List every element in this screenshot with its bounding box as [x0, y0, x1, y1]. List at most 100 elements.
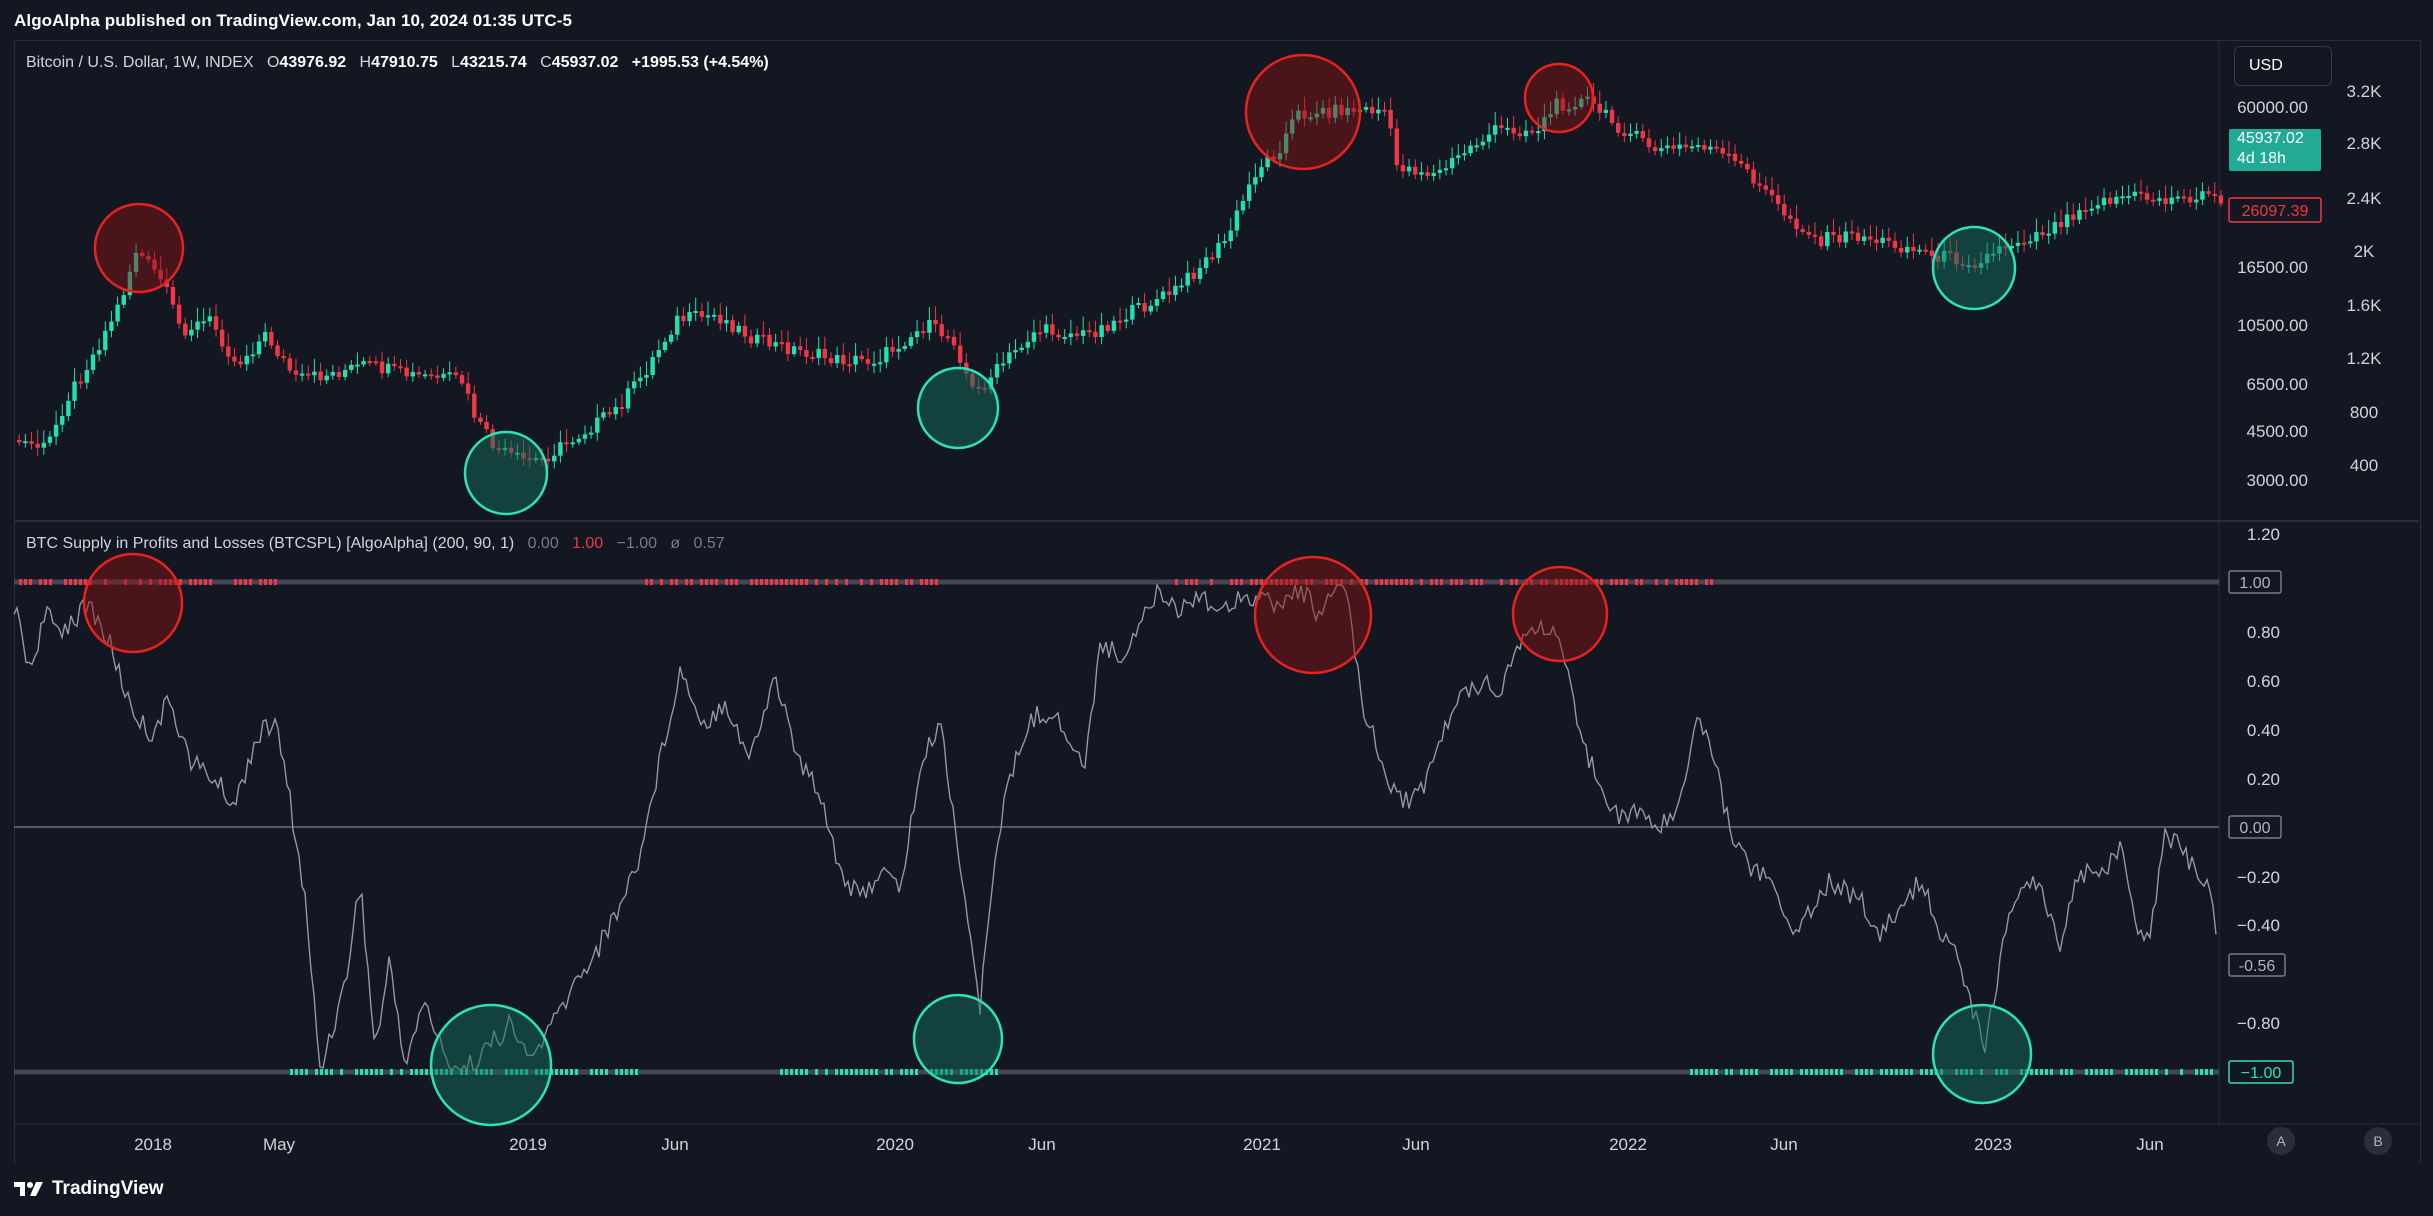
candle-body	[1339, 104, 1344, 116]
time-axis-label: Jun	[2136, 1135, 2163, 1154]
candle-body	[1283, 133, 1289, 154]
candle-body	[189, 329, 194, 336]
top-signal-dot	[1190, 579, 1193, 585]
candle-body	[2040, 232, 2045, 236]
secondary-axis: 3.2K 2.8K 2.4K 2K 1.6K 1.2K 800 400	[2347, 82, 2383, 475]
top-signal-dot	[1325, 579, 1328, 585]
currency-button[interactable]: USD	[2234, 46, 2332, 86]
candle-body	[957, 345, 963, 363]
bottom-signal-dot	[390, 1069, 393, 1075]
candle-body	[416, 371, 422, 375]
tradingview-logo[interactable]: TradingView	[14, 1178, 164, 1200]
candle-body	[1019, 347, 1024, 351]
candle-body	[804, 350, 809, 357]
bottom-signal-dot	[1775, 1069, 1778, 1075]
candle-body	[1419, 172, 1424, 175]
top-signal-dot	[204, 579, 207, 585]
secondary-axis-label: 1.2K	[2347, 349, 2383, 368]
candle-body	[1382, 109, 1387, 112]
candle-body	[724, 320, 729, 324]
top-signal-dot	[1620, 579, 1623, 585]
candle-body	[1154, 299, 1160, 306]
log-scale-label: B	[2373, 1133, 2383, 1149]
top-signal-dot	[189, 579, 192, 585]
candle-body	[914, 331, 920, 338]
top-signal-dot	[1545, 579, 1548, 585]
candle-body	[1609, 109, 1615, 123]
candle-body	[78, 381, 83, 384]
bottom-signal-dot	[410, 1069, 413, 1075]
top-signal-dot	[179, 579, 182, 585]
candle-body	[1474, 145, 1479, 148]
bottom-signal-dot	[900, 1069, 903, 1075]
log-scale-button[interactable]: B	[2364, 1127, 2392, 1155]
candle-body	[896, 348, 901, 352]
top-signal-dot	[1395, 579, 1398, 585]
candle-body	[484, 421, 489, 430]
candle-body	[994, 364, 1000, 378]
ohlc-low-label: L	[451, 54, 461, 71]
candle-body	[152, 259, 157, 270]
candle-body	[429, 374, 434, 377]
bottom-signal-dot	[815, 1069, 818, 1075]
candle-body	[1874, 239, 1879, 243]
bottom-signal-dot	[325, 1069, 328, 1075]
top-signal-dot	[169, 579, 172, 585]
top-signal-dot	[89, 579, 92, 585]
candle-body	[183, 323, 188, 336]
top-signal-dot	[1570, 579, 1573, 585]
top-signal-dot	[274, 579, 277, 585]
bottom-signal-dot	[2110, 1069, 2113, 1075]
bottom-signal-dot	[370, 1069, 373, 1075]
price-axis-label: 16500.00	[2237, 258, 2308, 277]
candle-body	[250, 354, 256, 357]
top-signal-dot	[264, 579, 267, 585]
time-axis-label: May	[263, 1135, 296, 1154]
candle-body	[1050, 324, 1055, 335]
candle-body	[1714, 146, 1719, 149]
bottom-signal-dot	[890, 1069, 893, 1075]
prev-price-label: 26097.39	[2242, 203, 2309, 220]
top-signal-dot	[1610, 579, 1613, 585]
candle-body	[1775, 195, 1781, 205]
osc-axis-label: 0.40	[2247, 721, 2280, 740]
candle-body	[330, 372, 336, 376]
candle-body	[404, 367, 409, 377]
candle-body	[853, 355, 858, 365]
candle-body	[927, 319, 932, 333]
candle-body	[945, 336, 951, 339]
candle-body	[109, 321, 114, 331]
candle-body	[1511, 127, 1516, 134]
candle-body	[1622, 132, 1627, 136]
auto-scale-button[interactable]: A	[2267, 1127, 2295, 1155]
candle-body	[1130, 304, 1135, 320]
candle-body	[2114, 196, 2119, 204]
top-signal-dot	[890, 579, 893, 585]
candle-body	[675, 315, 680, 335]
candle-body	[1056, 334, 1061, 338]
indicator-value-3: ø	[670, 535, 681, 552]
candle-body	[1431, 172, 1436, 177]
level-tag-zero-text: 0.00	[2239, 820, 2270, 837]
candle-body	[1529, 130, 1535, 133]
candle-body	[269, 332, 274, 346]
top-signal-dot	[24, 579, 27, 585]
candle-body	[619, 406, 625, 409]
top-signal-dot	[650, 579, 653, 585]
bottom-signal-dot	[865, 1069, 868, 1075]
candle-body	[933, 319, 938, 325]
bottom-signal-dot	[330, 1069, 333, 1075]
bottom-signal-dot	[415, 1069, 418, 1075]
currency-label: USD	[2249, 57, 2283, 74]
bottom-signal-dot	[1855, 1069, 1858, 1075]
candle-body	[2151, 199, 2156, 202]
level-tag-minus1	[2228, 1060, 2294, 1084]
top-signal-dot	[725, 579, 728, 585]
chart-frame[interactable]	[14, 40, 2421, 1166]
time-axis-label: Jun	[661, 1135, 688, 1154]
top-signal-dot	[1625, 579, 1628, 585]
bottom-signal-dot	[2100, 1069, 2103, 1075]
bottom-signal-dot	[1860, 1069, 1863, 1075]
top-signal-dot	[1595, 579, 1598, 585]
